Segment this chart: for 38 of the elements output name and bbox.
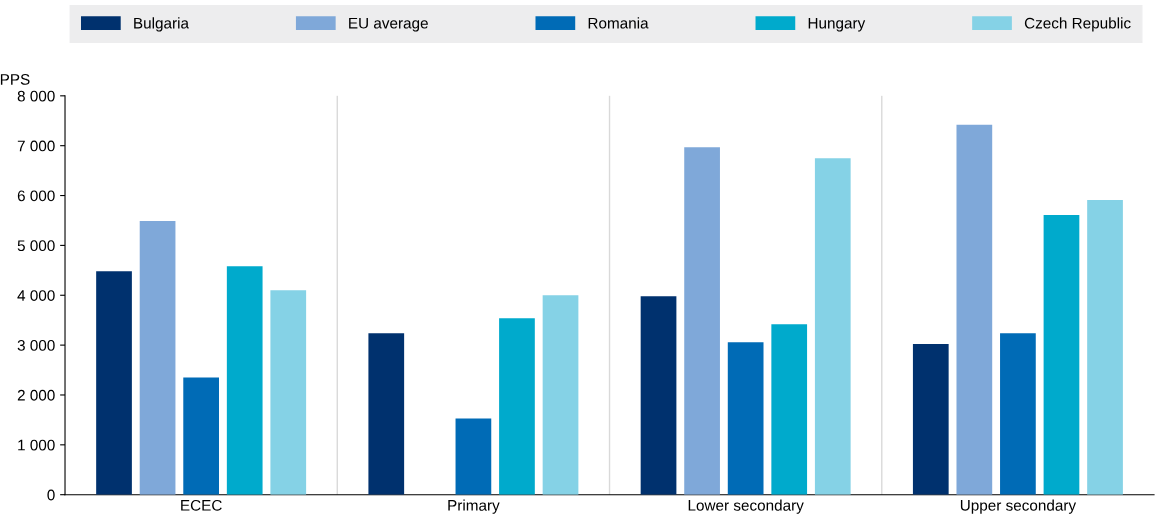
bar (96, 271, 132, 495)
bar (1043, 214, 1080, 495)
bar (455, 418, 492, 495)
x-tick-label: Primary (448, 499, 500, 514)
y-tick-label: 6 000 (17, 190, 55, 202)
y-axis-title: PPS (0, 74, 30, 85)
legend-label: Romania (588, 17, 649, 29)
y-tick-label: 3 000 (17, 339, 55, 351)
x-tick-label: ECEC (181, 499, 222, 511)
y-tick-label: 1 000 (18, 439, 55, 451)
y-tick-label: 8 000 (17, 90, 55, 102)
bar (1087, 200, 1123, 495)
bar (139, 220, 176, 495)
y-tick-label: 0 (47, 489, 55, 501)
bar (499, 318, 535, 495)
y-tick-label: 5 000 (17, 240, 55, 252)
bar (684, 147, 720, 495)
legend-label: Bulgaria (134, 17, 189, 32)
bar (542, 295, 579, 495)
bar (270, 290, 307, 495)
y-tick-label: 7 000 (17, 140, 55, 152)
bar (226, 266, 263, 495)
bar (1000, 333, 1036, 495)
bar (183, 377, 219, 495)
y-tick-label: 4 000 (17, 290, 55, 301)
bar (912, 344, 949, 495)
x-tick-label: Upper secondary (960, 499, 1077, 514)
bar (727, 342, 764, 495)
bar (814, 158, 851, 495)
y-tick-label: 2 000 (17, 389, 55, 401)
x-tick-label: Lower secondary (688, 499, 804, 514)
bar (956, 124, 993, 495)
bar (640, 296, 677, 495)
legend-label: Hungary (808, 17, 866, 32)
bar (368, 333, 405, 495)
bar (771, 324, 808, 495)
legend-label: Czech Republic (1024, 17, 1131, 32)
legend-label: EU average (349, 17, 428, 32)
